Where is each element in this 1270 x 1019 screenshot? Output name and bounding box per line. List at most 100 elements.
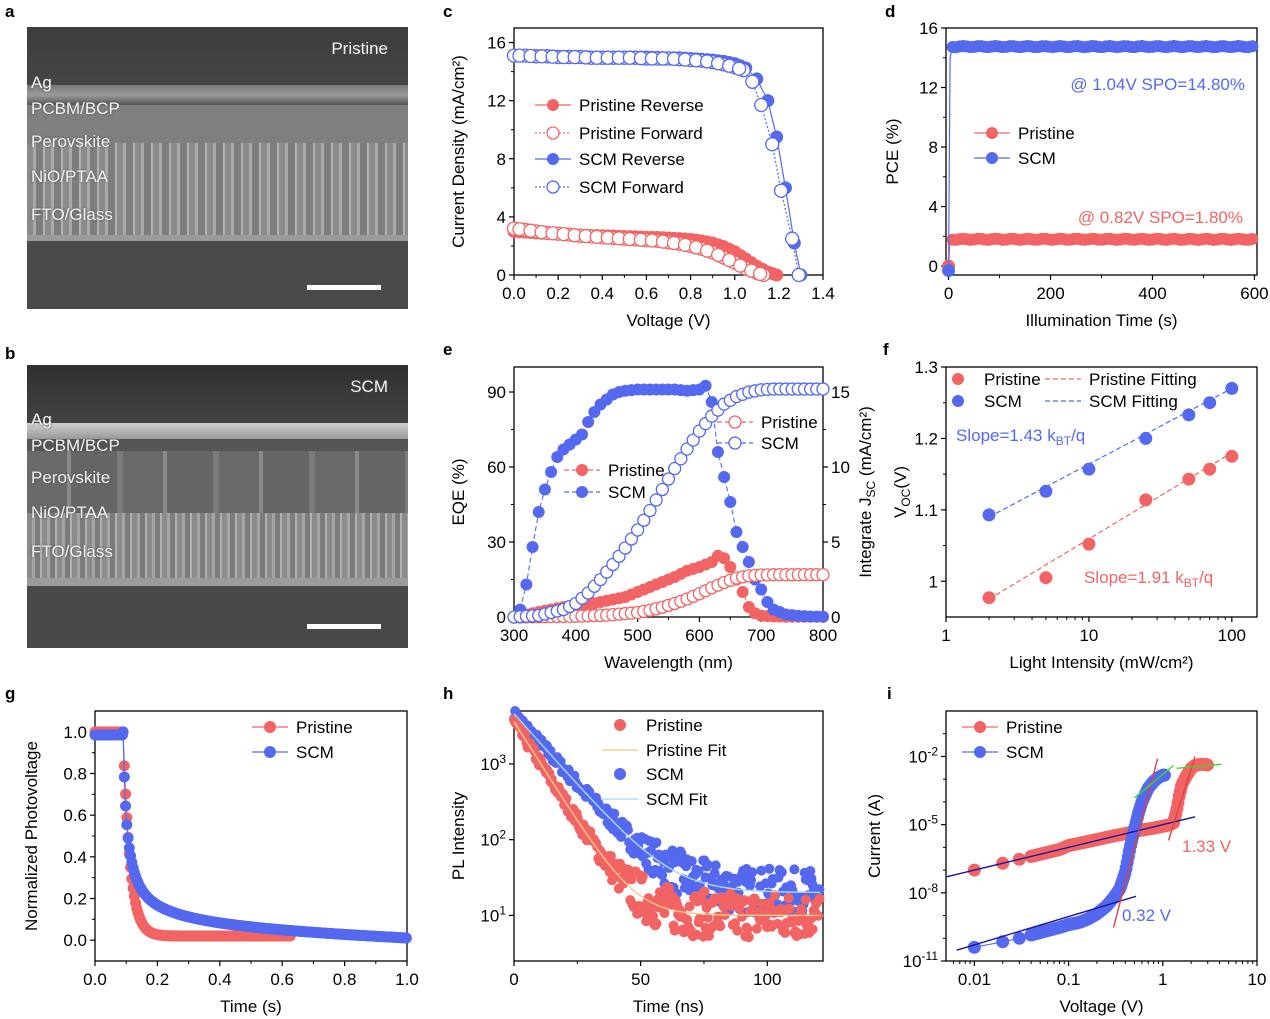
y-tick-label: 16 — [487, 34, 506, 53]
data-point — [651, 837, 662, 848]
legend-entry: Pristine — [252, 718, 353, 737]
data-point — [1246, 232, 1259, 245]
y-tick-label: 0 — [497, 266, 506, 285]
chart-d: 0 200 400 600 0 4 8 12 16 Illumination Time (s) PC… — [883, 19, 1269, 330]
fit-line — [513, 713, 821, 894]
layer-label-pcbm-bcp: PCBM/BCP — [31, 99, 120, 118]
data-point — [657, 870, 668, 881]
data-point — [618, 878, 629, 889]
panel-letter-c: c — [443, 2, 453, 21]
legend-label: SCM Forward — [579, 178, 684, 197]
data-point — [1012, 931, 1026, 945]
data-point — [605, 851, 616, 862]
annotation-pristine-spo: @ 0.82V SPO=1.80% — [1078, 208, 1243, 227]
annotation-scm-vtfl: 0.32 V — [1122, 906, 1172, 925]
data-point — [659, 908, 670, 919]
plot-frame — [945, 710, 1258, 962]
legend-entry: Pristine — [717, 413, 818, 432]
data-point — [816, 568, 830, 582]
x-tick-label: 0.2 — [146, 970, 170, 989]
data-point — [545, 466, 558, 478]
legend-marker — [614, 768, 626, 780]
panel-letter-e: e — [443, 340, 453, 359]
legend-entry: Pristine — [974, 124, 1075, 143]
data-point — [736, 586, 749, 598]
x-tick-label: 0.1 — [1057, 970, 1081, 989]
scale-bar — [307, 624, 381, 629]
x-tick-label: 0.6 — [270, 970, 294, 989]
x-tick-label: 0.6 — [635, 284, 659, 303]
x-tick-label: 400 — [562, 626, 590, 645]
data-point — [710, 860, 721, 871]
y-tick-label: 4 — [497, 208, 506, 227]
y-tick-label: 16 — [919, 19, 938, 38]
x-tick-label: 0.4 — [590, 284, 614, 303]
legend-marker — [576, 464, 588, 476]
x-tick-label: 400 — [1138, 284, 1166, 303]
data-point — [117, 726, 129, 738]
plot-frame — [945, 366, 1258, 618]
data-point — [816, 382, 830, 396]
x-tick-label: 0.2 — [546, 284, 570, 303]
panel-letter-g: g — [5, 684, 16, 703]
legend-entry: Pristine Fit — [602, 741, 727, 760]
data-point — [575, 428, 588, 441]
data-point — [680, 442, 694, 456]
x-tick-label: 600 — [685, 626, 713, 645]
data-point — [651, 918, 662, 929]
legend-entry: Pristine Forward — [535, 124, 703, 143]
data-point — [752, 266, 768, 282]
data-point — [1139, 493, 1153, 507]
x-tick-label: 0 — [944, 284, 953, 303]
fit-line — [1176, 763, 1222, 770]
y-axis-label: PL Intensity — [449, 791, 468, 880]
x-tick-label: 200 — [1036, 284, 1064, 303]
data-point — [1139, 431, 1153, 445]
data-point — [526, 541, 539, 553]
legend-marker — [728, 415, 742, 429]
data-point — [718, 552, 731, 565]
data-point — [807, 924, 818, 935]
data-point — [400, 932, 412, 944]
legend-entry: SCM — [962, 743, 1044, 762]
data-point — [1203, 462, 1217, 476]
data-point — [730, 526, 743, 538]
legend-marker — [547, 99, 559, 111]
data-point — [674, 452, 688, 466]
chart-f: 1 10 100 1 1.1 1.2 1.3 Light Intensity (mW/cm²)… — [891, 358, 1258, 672]
data-point — [637, 871, 648, 882]
layer-label-nio-ptaa: NiO/PTAA — [31, 167, 109, 186]
data-point — [121, 819, 133, 831]
x-tick-label: 1 — [1158, 970, 1167, 989]
data-point — [118, 771, 130, 783]
legend-marker — [986, 127, 998, 139]
data-point — [736, 541, 749, 553]
data-point — [967, 940, 981, 954]
x-tick-label: 300 — [500, 626, 528, 645]
data-point — [982, 508, 996, 522]
layer-label-fto-glass: FTO/Glass — [31, 205, 113, 224]
y2-axis-label: Integrate JSC (mA/cm²) — [856, 406, 878, 578]
fit-line — [988, 452, 1233, 600]
chart-c: 0.0 0.2 0.4 0.6 0.8 1.0 1.2 1.4 0 4 8 12 16 Voltage (… — [449, 27, 835, 330]
legend-marker — [576, 486, 588, 498]
y-tick-label: 1.1 — [914, 501, 938, 520]
y-tick-label: 8 — [929, 138, 938, 157]
x-tick-label: 50 — [631, 970, 650, 989]
legend-label: Pristine Fit — [646, 741, 727, 760]
panel-letter-a: a — [5, 2, 15, 21]
legend-marker — [986, 152, 998, 164]
x-tick-label: 1.0 — [723, 284, 747, 303]
layer-label-ag: Ag — [31, 410, 52, 429]
data-point — [637, 513, 651, 527]
y-tick-label: 0 — [497, 608, 506, 627]
data-point — [814, 893, 825, 904]
legend-entry: Pristine — [962, 718, 1063, 737]
data-point — [724, 496, 737, 508]
data-point — [585, 826, 596, 837]
data-point — [669, 925, 680, 936]
data-point — [697, 895, 708, 906]
legend-marker — [952, 373, 964, 385]
layer-label-pcbm-bcp: PCBM/BCP — [31, 436, 120, 455]
